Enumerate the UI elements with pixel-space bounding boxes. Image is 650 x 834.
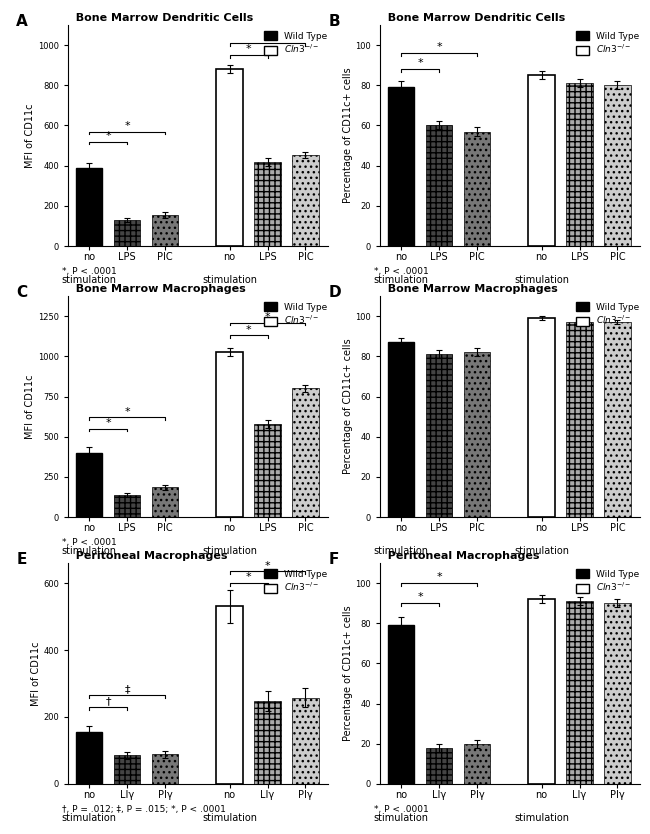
Legend: Wild Type, $Cln3^{-/-}$: Wild Type, $Cln3^{-/-}$	[262, 567, 329, 595]
Text: E: E	[16, 552, 27, 567]
Y-axis label: Percentage of CD11c+ cells: Percentage of CD11c+ cells	[343, 68, 353, 203]
Legend: Wild Type, $Cln3^{-/-}$: Wild Type, $Cln3^{-/-}$	[574, 29, 641, 58]
Bar	[388, 626, 415, 784]
Bar	[254, 424, 281, 517]
Bar	[426, 125, 452, 246]
Text: Bone Marrow Dendritic Cells: Bone Marrow Dendritic Cells	[380, 13, 566, 23]
Text: *: *	[246, 572, 252, 582]
Bar	[76, 732, 103, 784]
Text: *: *	[265, 33, 270, 43]
Text: D: D	[328, 285, 341, 300]
Text: *: *	[246, 44, 252, 54]
Text: *: *	[436, 43, 442, 53]
Bar	[151, 487, 178, 517]
Text: stimulation: stimulation	[202, 274, 257, 284]
Bar	[463, 132, 490, 246]
Bar	[76, 453, 103, 517]
Text: *: *	[124, 407, 130, 417]
Y-axis label: MFI of CD11c: MFI of CD11c	[25, 103, 36, 168]
Bar	[254, 162, 281, 246]
Text: †, P = .012; ‡, P = .015; *, P < .0001: †, P = .012; ‡, P = .015; *, P < .0001	[62, 805, 226, 814]
Text: *: *	[246, 324, 252, 334]
Bar	[388, 88, 415, 246]
Bar	[463, 744, 490, 784]
Text: stimulation: stimulation	[374, 274, 428, 284]
Text: *: *	[105, 418, 111, 428]
Bar	[604, 322, 630, 517]
Bar	[426, 748, 452, 784]
Y-axis label: Percentage of CD11c+ cells: Percentage of CD11c+ cells	[343, 605, 353, 741]
Text: Bone Marrow Dendritic Cells: Bone Marrow Dendritic Cells	[68, 13, 254, 23]
Bar	[114, 220, 140, 246]
Text: ‡: ‡	[124, 685, 130, 695]
Legend: Wild Type, $Cln3^{-/-}$: Wild Type, $Cln3^{-/-}$	[574, 300, 641, 329]
Text: stimulation: stimulation	[62, 812, 116, 822]
Legend: Wild Type, $Cln3^{-/-}$: Wild Type, $Cln3^{-/-}$	[574, 567, 641, 595]
Text: *, P < .0001: *, P < .0001	[62, 538, 116, 547]
Bar	[292, 697, 318, 784]
Text: stimulation: stimulation	[202, 812, 257, 822]
Bar	[216, 351, 243, 517]
Bar	[76, 168, 103, 246]
Bar	[463, 352, 490, 517]
Bar	[528, 318, 555, 517]
Bar	[604, 85, 630, 246]
Bar	[254, 701, 281, 784]
Text: C: C	[16, 285, 27, 300]
Text: stimulation: stimulation	[514, 545, 569, 555]
Text: *, P < .0001: *, P < .0001	[374, 805, 428, 814]
Bar	[388, 342, 415, 517]
Text: †: †	[105, 696, 111, 706]
Text: Peritoneal Macrophages: Peritoneal Macrophages	[380, 550, 540, 560]
Y-axis label: MFI of CD11c: MFI of CD11c	[25, 374, 36, 439]
Bar	[604, 603, 630, 784]
Bar	[566, 322, 593, 517]
Bar	[566, 601, 593, 784]
Bar	[426, 354, 452, 517]
Text: F: F	[328, 552, 339, 567]
Text: stimulation: stimulation	[62, 274, 116, 284]
Bar	[566, 83, 593, 246]
Text: *, P < .0001: *, P < .0001	[374, 267, 428, 276]
Text: Bone Marrow Macrophages: Bone Marrow Macrophages	[380, 284, 558, 294]
Text: A: A	[16, 14, 28, 29]
Y-axis label: Percentage of CD11c+ cells: Percentage of CD11c+ cells	[343, 339, 353, 475]
Text: *: *	[436, 572, 442, 582]
Text: *: *	[124, 121, 130, 131]
Text: *: *	[417, 592, 423, 602]
Bar	[151, 215, 178, 246]
Text: stimulation: stimulation	[374, 545, 428, 555]
Y-axis label: MFI of CD11c: MFI of CD11c	[31, 641, 40, 706]
Bar	[216, 606, 243, 784]
Bar	[292, 389, 318, 517]
Bar	[292, 154, 318, 246]
Text: Peritoneal Macrophages: Peritoneal Macrophages	[68, 550, 228, 560]
Text: stimulation: stimulation	[202, 545, 257, 555]
Text: *: *	[417, 58, 423, 68]
Text: *, P < .0001: *, P < .0001	[62, 267, 116, 276]
Legend: Wild Type, $Cln3^{-/-}$: Wild Type, $Cln3^{-/-}$	[262, 29, 329, 58]
Text: stimulation: stimulation	[514, 812, 569, 822]
Bar	[528, 75, 555, 246]
Bar	[151, 755, 178, 784]
Text: B: B	[328, 14, 340, 29]
Text: stimulation: stimulation	[514, 274, 569, 284]
Text: stimulation: stimulation	[374, 812, 428, 822]
Bar	[216, 69, 243, 246]
Text: *: *	[265, 312, 270, 322]
Text: *: *	[265, 560, 270, 570]
Legend: Wild Type, $Cln3^{-/-}$: Wild Type, $Cln3^{-/-}$	[262, 300, 329, 329]
Bar	[528, 599, 555, 784]
Text: Bone Marrow Macrophages: Bone Marrow Macrophages	[68, 284, 246, 294]
Bar	[114, 756, 140, 784]
Text: *: *	[105, 131, 111, 141]
Text: stimulation: stimulation	[62, 545, 116, 555]
Bar	[114, 495, 140, 517]
